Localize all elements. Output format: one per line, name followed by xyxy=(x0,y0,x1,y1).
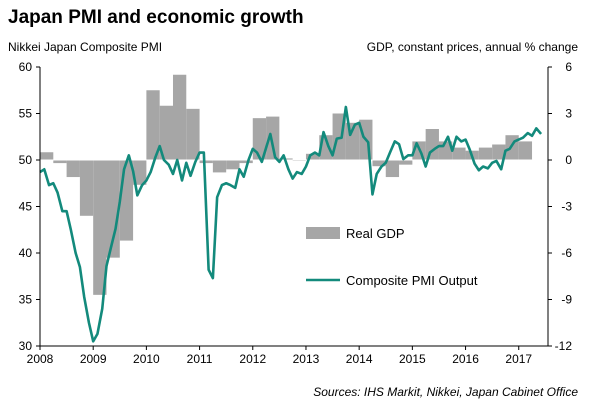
left-axis-label: Nikkei Japan Composite PMI xyxy=(8,40,162,54)
x-tick-label: 2015 xyxy=(399,352,426,366)
gdp-bar-34 xyxy=(492,144,506,160)
gdp-bar-25 xyxy=(372,160,386,167)
right-axis-ticks: -12 -9 -6 -3 0 3 6 xyxy=(548,60,572,353)
gdp-bar-14 xyxy=(226,160,240,170)
gdp-bar-35 xyxy=(505,135,519,160)
legend-swatch-real-gdp xyxy=(306,227,340,239)
chart-title: Japan PMI and economic growth xyxy=(8,7,304,28)
x-tick-label: 2016 xyxy=(452,352,479,366)
source-note: Sources: IHS Markit, Nikkei, Japan Cabin… xyxy=(313,385,578,399)
gdp-bar-29 xyxy=(425,129,439,160)
legend-label-real-gdp: Real GDP xyxy=(346,226,405,241)
x-tick-label: 2013 xyxy=(293,352,320,366)
gdp-bar-20 xyxy=(305,153,320,160)
gdp-bar-16 xyxy=(252,118,267,160)
right-tick-label: -3 xyxy=(561,200,572,214)
x-tick-label: 2012 xyxy=(239,352,266,366)
x-tick-label: 2010 xyxy=(133,352,160,366)
gdp-bar-36 xyxy=(518,141,533,160)
gdp-bar-8 xyxy=(146,90,160,160)
left-tick-label: 45 xyxy=(19,200,33,214)
gdp-bar-5 xyxy=(106,160,120,258)
x-tick-label: 2014 xyxy=(346,352,373,366)
gdp-bar-9 xyxy=(159,105,173,160)
left-tick-label: 60 xyxy=(19,60,33,74)
gdp-bar-17 xyxy=(266,116,280,160)
gdp-bar-27 xyxy=(399,160,413,165)
x-tick-label: 2017 xyxy=(505,352,532,366)
left-tick-label: 35 xyxy=(19,293,33,307)
pmi-line xyxy=(39,105,543,343)
gdp-bar-33 xyxy=(478,147,493,160)
right-tick-label: 6 xyxy=(565,60,572,74)
legend-label-pmi: Composite PMI Output xyxy=(346,273,478,288)
x-tick-label: 2011 xyxy=(187,352,213,366)
right-tick-label: -12 xyxy=(555,339,573,353)
left-tick-label: 30 xyxy=(19,339,33,353)
legend: Real GDP Composite PMI Output xyxy=(306,226,478,288)
gdp-bar-3 xyxy=(79,160,94,216)
right-tick-label: -6 xyxy=(561,246,572,260)
right-axis-label: GDP, constant prices, annual % change xyxy=(367,40,579,54)
right-tick-label: 0 xyxy=(565,153,572,167)
gdp-bar-26 xyxy=(385,160,400,178)
x-tick-label: 2008 xyxy=(27,352,54,366)
gdp-bar-4 xyxy=(93,160,107,295)
gdp-bar-31 xyxy=(452,147,466,160)
gdp-bar-1 xyxy=(53,160,67,164)
gdp-bar-2 xyxy=(66,160,80,178)
gdp-bar-6 xyxy=(119,160,134,241)
right-tick-label: 3 xyxy=(565,107,572,121)
gdp-bar-12 xyxy=(199,160,213,164)
gdp-bar-7 xyxy=(133,160,147,185)
gdp-bar-11 xyxy=(186,108,200,160)
right-tick-label: -9 xyxy=(561,293,572,307)
gdp-bar-0 xyxy=(40,152,54,160)
gdp-bar-13 xyxy=(212,160,227,173)
gdp-bar-10 xyxy=(172,74,187,160)
gdp-bar-15 xyxy=(239,160,253,164)
x-tick-label: 2009 xyxy=(80,352,107,366)
left-axis-ticks: 30 35 40 45 50 55 60 xyxy=(19,60,40,353)
x-axis-ticks: 2008 2009 2010 2011 2012 2013 2014 2015 2016 2017 xyxy=(27,346,532,366)
left-tick-label: 50 xyxy=(19,153,33,167)
left-tick-label: 40 xyxy=(19,246,33,260)
gdp-bars xyxy=(40,74,533,295)
left-tick-label: 55 xyxy=(19,107,33,121)
